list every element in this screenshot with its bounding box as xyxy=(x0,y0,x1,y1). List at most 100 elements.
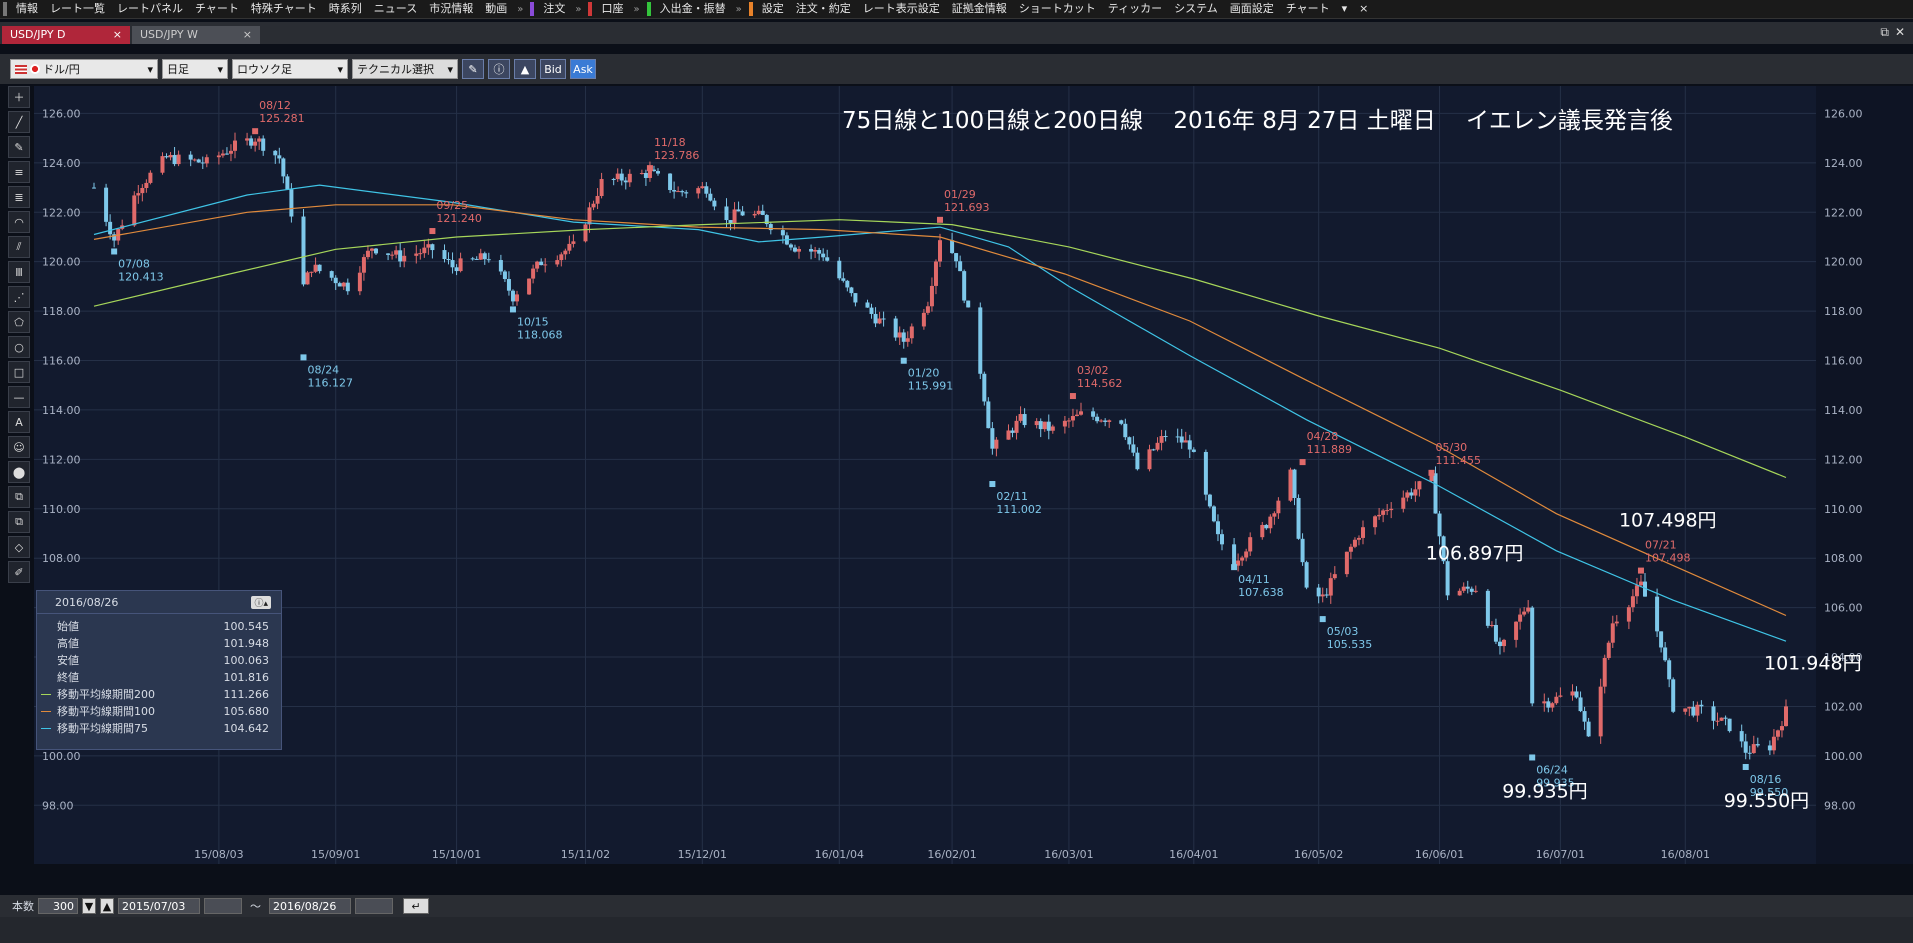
candle-down xyxy=(768,224,773,231)
menu-item[interactable]: 注文 xyxy=(543,2,566,15)
menu-item[interactable]: 注文・約定 xyxy=(795,2,851,15)
candle-up xyxy=(563,250,568,255)
close-icon[interactable]: × xyxy=(112,28,122,41)
drawing-tool-16-icon[interactable]: ⧉ xyxy=(8,486,30,508)
to-time-input[interactable] xyxy=(355,898,393,914)
close-icon[interactable]: × xyxy=(242,28,252,41)
info-label: 安値 xyxy=(57,654,79,667)
chart-type-select[interactable]: ロウソク足 ▾ xyxy=(232,59,348,79)
menu-item[interactable]: 入出金・振替 xyxy=(659,2,726,15)
menu-item[interactable]: システム xyxy=(1174,2,1218,15)
menu-item[interactable]: 特殊チャート xyxy=(250,2,317,15)
drawing-tool-10-icon[interactable]: ○ xyxy=(8,336,30,358)
menu-item[interactable]: ティッカー xyxy=(1107,2,1163,15)
candle-up xyxy=(390,254,395,256)
candle-up xyxy=(1638,581,1643,586)
drawing-tool-7-icon[interactable]: Ⅲ xyxy=(8,261,30,283)
price-chart[interactable]: 98.0098.00100.00100.00102.00102.00104.00… xyxy=(34,86,1913,892)
drawing-tool-17-icon[interactable]: ⧉ xyxy=(8,511,30,533)
mountain-chart-button[interactable]: ▲ xyxy=(514,59,536,79)
from-time-input[interactable] xyxy=(204,898,242,914)
bid-button[interactable]: Bid xyxy=(540,59,566,79)
drawing-tool-9-icon[interactable]: ⬠ xyxy=(8,311,30,333)
close-window-icon[interactable]: ✕ xyxy=(1894,25,1905,39)
candle-down xyxy=(261,138,266,151)
expand-arrow-icon[interactable]: » xyxy=(575,3,582,15)
candle-down xyxy=(724,206,729,221)
to-date-input[interactable]: 2016/08/26 xyxy=(269,898,351,914)
candle-down xyxy=(708,193,713,201)
drawing-tool-14-icon[interactable]: ☺ xyxy=(8,436,30,458)
drawing-tool-15-icon[interactable]: ⬤ xyxy=(8,461,30,483)
x-tick-label: 16/03/01 xyxy=(1044,848,1093,861)
candle-down xyxy=(454,267,459,272)
info-button[interactable]: ⓘ xyxy=(488,59,510,79)
menu-item[interactable]: 証拠金情報 xyxy=(951,2,1007,15)
collapse-icon[interactable]: ⓘ▴ xyxy=(251,595,271,609)
technical-select[interactable]: テクニカル選択 ▾ xyxy=(352,59,458,79)
close-menu-icon[interactable]: × xyxy=(1359,2,1369,15)
extreme-date-label: 04/11 xyxy=(1238,573,1270,586)
menu-item[interactable]: 情報 xyxy=(16,2,38,15)
expand-arrow-icon[interactable]: » xyxy=(735,3,742,15)
menu-item[interactable]: ニュース xyxy=(373,2,418,15)
drawing-tool-5-icon[interactable]: ◠ xyxy=(8,211,30,233)
candle-up xyxy=(140,187,145,194)
candle-up xyxy=(414,253,419,256)
drawing-tool-11-icon[interactable]: □ xyxy=(8,361,30,383)
from-date-input[interactable]: 2015/07/03 xyxy=(118,898,200,914)
drawing-tool-18-icon[interactable]: ◇ xyxy=(8,536,30,558)
currency-pair-select[interactable]: ドル/円 ▾ xyxy=(10,59,158,79)
drawing-tool-19-icon[interactable]: ✐ xyxy=(8,561,30,583)
candle-down xyxy=(450,260,455,268)
draw-tool-button[interactable]: ✎ xyxy=(462,59,484,79)
info-value: 101.948 xyxy=(223,637,270,650)
count-input[interactable]: 300 xyxy=(38,898,78,914)
candle-up xyxy=(305,272,310,285)
ask-button[interactable]: Ask xyxy=(570,59,596,79)
refresh-button[interactable]: ↵ xyxy=(403,898,429,914)
menu-item[interactable]: 動画 xyxy=(485,2,508,15)
drawing-tool-1-icon[interactable]: ╱ xyxy=(8,111,30,133)
count-up-button[interactable]: ▲ xyxy=(100,898,114,914)
expand-arrow-icon[interactable]: » xyxy=(633,3,640,15)
menu-item[interactable]: チャート xyxy=(195,2,239,15)
menu-item[interactable]: 時系列 xyxy=(328,2,362,15)
drawing-tool-2-icon[interactable]: ✎ xyxy=(8,136,30,158)
menu-item[interactable]: チャート xyxy=(1285,2,1330,15)
more-menu-icon[interactable]: ▾ xyxy=(1341,2,1348,15)
menu-item[interactable]: 画面設定 xyxy=(1229,2,1274,15)
drawing-tool-6-icon[interactable]: ⫽ xyxy=(8,236,30,258)
candle-up xyxy=(478,253,483,260)
y-tick-label-left: 116.00 xyxy=(42,355,81,368)
drawing-tool-0-icon[interactable]: ＋ xyxy=(8,86,30,108)
expand-arrow-icon[interactable]: » xyxy=(517,3,524,15)
candle-down xyxy=(962,271,967,301)
tab-usdjpy-weekly[interactable]: USD/JPY W × xyxy=(132,26,260,44)
tab-usdjpy-daily[interactable]: USD/JPY D × xyxy=(2,26,130,44)
candle-up xyxy=(599,179,604,196)
drawing-tool-12-icon[interactable]: — xyxy=(8,386,30,408)
menu-item[interactable]: ショートカット xyxy=(1018,2,1096,15)
menu-item[interactable]: 設定 xyxy=(761,2,784,15)
y-tick-label-right: 120.00 xyxy=(1824,256,1863,269)
menu-item[interactable]: レートパネル xyxy=(117,2,183,15)
period-select[interactable]: 日足 ▾ xyxy=(162,59,228,79)
drawing-tool-8-icon[interactable]: ⋰ xyxy=(8,286,30,308)
menu-item[interactable]: レート一覧 xyxy=(50,2,105,15)
count-down-button[interactable]: ▼ xyxy=(82,898,96,914)
info-row: 移動平均線期間200 111.266 xyxy=(37,686,281,703)
menu-item[interactable]: 市況情報 xyxy=(429,2,474,15)
candle-down xyxy=(1123,423,1128,438)
y-tick-label-left: 118.00 xyxy=(42,305,81,318)
menu-item[interactable]: レート表示設定 xyxy=(862,2,940,15)
drawing-tool-13-icon[interactable]: A xyxy=(8,411,30,433)
candle-down xyxy=(1469,588,1474,592)
menu-group: » 注文 xyxy=(513,0,571,18)
candle-down xyxy=(1465,586,1470,589)
restore-icon[interactable]: ⧉ xyxy=(1880,25,1889,39)
drawing-tool-4-icon[interactable]: ≣ xyxy=(8,186,30,208)
menu-item[interactable]: 口座 xyxy=(601,2,624,15)
drawing-tool-3-icon[interactable]: ≡ xyxy=(8,161,30,183)
return-icon: ↵ xyxy=(411,899,421,913)
